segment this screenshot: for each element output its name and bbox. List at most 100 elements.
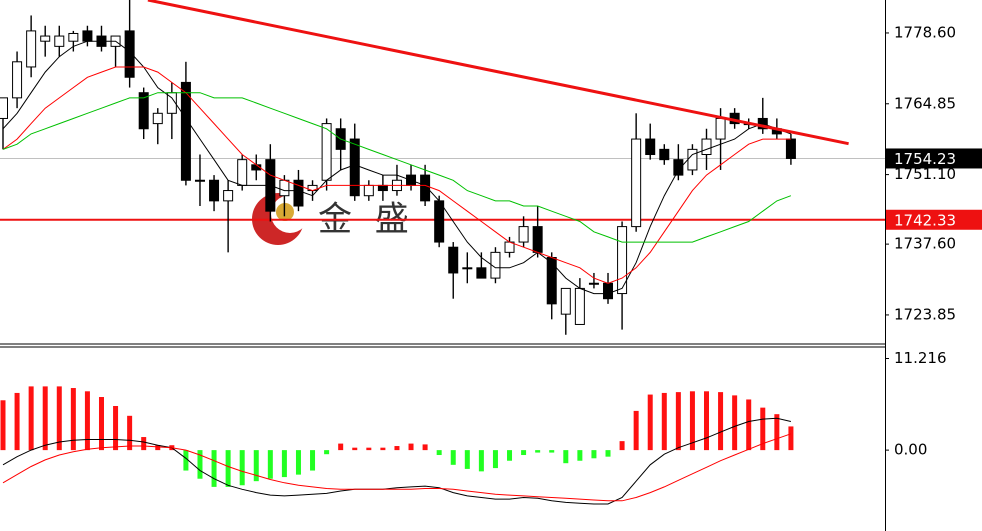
candle-body	[532, 226, 543, 253]
histogram-bar	[0, 400, 6, 451]
histogram-bar	[507, 450, 513, 461]
price-label-box	[886, 209, 982, 230]
histogram-bar	[633, 410, 639, 451]
candle-body	[223, 190, 234, 202]
trendline	[147, 0, 849, 146]
histogram-bar	[591, 450, 597, 459]
histogram-bar	[675, 392, 681, 451]
histogram-bar	[352, 447, 358, 451]
histogram-bar	[492, 450, 498, 469]
candle-body	[26, 30, 37, 68]
candle-body	[560, 287, 571, 315]
indicator-line	[2, 92, 792, 243]
candle-body	[180, 81, 191, 181]
indicator-line	[2, 417, 792, 505]
candle-body	[518, 226, 529, 243]
price-label-box	[886, 148, 982, 169]
y-tick-label: 11.216	[894, 349, 947, 367]
histogram-bar	[605, 450, 611, 457]
candle-body	[68, 32, 79, 42]
histogram-bar	[70, 388, 76, 451]
indicator-line	[2, 40, 792, 295]
histogram-bar	[56, 386, 62, 451]
candle-body	[434, 200, 445, 243]
candle-body	[603, 282, 614, 300]
candle-body	[701, 138, 712, 156]
candle-body	[152, 112, 163, 125]
histogram-bar	[704, 391, 709, 451]
candle-body	[687, 148, 698, 171]
price-label: 1754.23	[894, 150, 956, 168]
histogram-bar	[436, 450, 442, 456]
histogram-bar	[450, 450, 456, 465]
histogram-bar	[760, 407, 766, 451]
candle-body	[0, 97, 8, 119]
histogram-bar	[366, 447, 372, 451]
y-tick-label: 1778.60	[894, 23, 956, 41]
candle-body	[631, 138, 642, 228]
candle-body	[209, 179, 220, 202]
histogram-bar	[464, 450, 470, 469]
histogram-bar	[14, 392, 20, 451]
candle-body	[237, 159, 248, 186]
histogram-bar	[324, 450, 330, 455]
histogram-bar	[267, 450, 273, 479]
histogram-bar	[380, 447, 386, 451]
histogram-bar	[310, 450, 316, 471]
histogram-bar	[338, 443, 344, 451]
histogram-bar	[98, 397, 104, 451]
candle-body	[293, 179, 304, 207]
histogram-bar	[732, 395, 738, 451]
price-label: 1742.33	[894, 211, 956, 229]
y-tick-label: 0.00	[894, 441, 927, 459]
candle-body	[574, 287, 585, 325]
candle-body	[279, 179, 290, 197]
candle-body	[349, 138, 360, 197]
histogram-bar	[141, 437, 147, 451]
candle-body	[645, 138, 656, 156]
y-tick-label: 1764.85	[894, 94, 956, 112]
histogram-bar	[577, 450, 583, 461]
candle-body	[588, 282, 599, 285]
histogram-bar	[788, 426, 794, 451]
histogram-bar	[127, 415, 133, 451]
histogram-bar	[239, 450, 245, 486]
candle-body	[785, 138, 796, 159]
histogram-bar	[113, 406, 119, 451]
candle-body	[490, 251, 501, 279]
candle-body	[715, 117, 726, 140]
histogram-bar	[746, 399, 752, 451]
histogram-bar	[253, 450, 259, 482]
histogram-bar	[549, 450, 555, 453]
histogram-bar	[563, 450, 569, 464]
candle-body	[54, 35, 65, 47]
histogram-bar	[197, 450, 203, 479]
candle-body	[476, 267, 487, 279]
indicator-line	[2, 433, 792, 502]
candle-body	[82, 30, 93, 42]
candle-body	[546, 257, 557, 305]
candle-body	[659, 148, 670, 161]
histogram-bar	[422, 444, 428, 451]
candle-body	[138, 92, 149, 130]
candle-body	[377, 184, 388, 192]
candle-body	[12, 61, 23, 99]
candle-body	[321, 123, 332, 181]
histogram-bar	[394, 446, 400, 451]
histogram-bar	[295, 450, 301, 475]
y-tick-label: 1751.10	[894, 165, 956, 183]
histogram-bar	[718, 392, 724, 451]
histogram-bar	[774, 414, 780, 451]
histogram-bar	[281, 450, 287, 478]
histogram-bar	[689, 391, 695, 451]
histogram-bar	[211, 450, 217, 487]
y-tick-label: 1737.60	[894, 235, 956, 253]
candle-body	[194, 179, 205, 182]
histogram-bar	[619, 441, 625, 451]
candle-body	[40, 35, 51, 42]
histogram-bar	[84, 391, 90, 451]
histogram-bar	[28, 386, 34, 451]
histogram-bar	[521, 450, 527, 456]
